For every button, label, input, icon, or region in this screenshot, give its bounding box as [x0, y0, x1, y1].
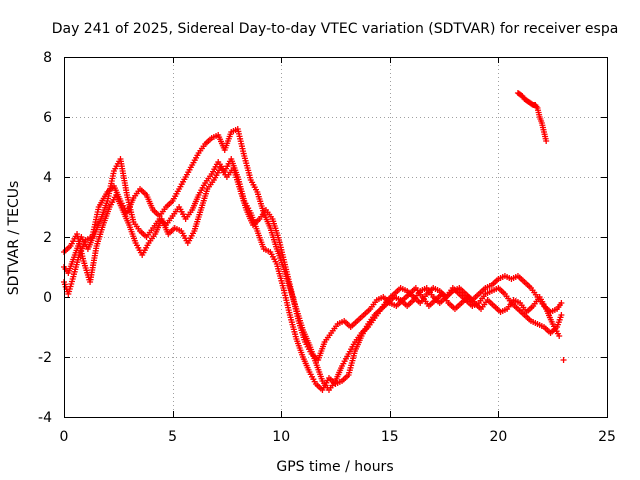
x-tick-label: 25 [598, 429, 616, 445]
y-tick-label: -4 [38, 410, 52, 426]
y-tick-label: 6 [43, 110, 52, 126]
chart-title: Day 241 of 2025, Sidereal Day-to-day VTE… [52, 21, 619, 37]
plot-frame [64, 57, 608, 418]
data-point-series-0 [558, 300, 565, 306]
y-tick-label: 4 [43, 170, 52, 186]
y-axis-label: SDTVAR / TECUs [6, 181, 22, 296]
y-tick-label: 0 [43, 290, 52, 306]
x-tick-label: 5 [168, 429, 177, 445]
grid [64, 57, 607, 417]
x-tick-label: 0 [60, 429, 69, 445]
data-point-series-1 [558, 312, 565, 318]
data-point-series-3 [543, 138, 550, 144]
y-tick-label: -2 [38, 350, 52, 366]
y-tick-label: 8 [43, 50, 52, 66]
data-point-series-2 [556, 333, 563, 339]
x-axis-label: GPS time / hours [276, 459, 393, 475]
x-tick-label: 20 [489, 429, 507, 445]
y-tick-label: 2 [43, 230, 52, 246]
data-point-series-4 [560, 357, 567, 363]
data-points [61, 90, 567, 393]
x-tick-label: 15 [381, 429, 399, 445]
x-tick-label: 10 [272, 429, 290, 445]
axes: 0 5 10 15 20 25 -4 -2 0 2 4 6 8 [38, 50, 616, 445]
